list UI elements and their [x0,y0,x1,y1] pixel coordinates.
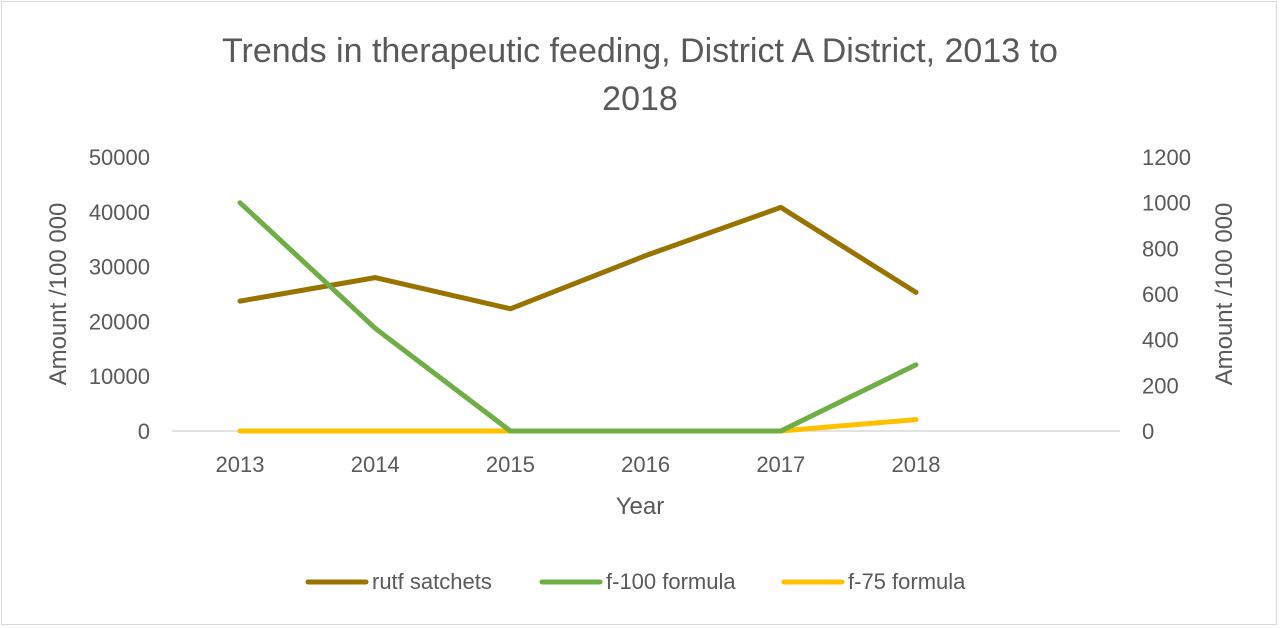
left-tick-label: 0 [138,419,150,444]
right-tick-label: 800 [1142,236,1179,261]
legend-label: f-100 formula [606,569,736,594]
x-tick-label: 2014 [351,452,400,477]
legend: rutf satchets f-100 formula f-75 formula [305,569,966,594]
right-tick-label: 400 [1142,328,1179,353]
x-tick-label: 2013 [216,452,265,477]
left-tick-label: 30000 [89,255,150,280]
x-axis-title: Year [616,493,665,520]
left-axis-ticks: 50000 40000 30000 20000 10000 0 [89,145,150,444]
legend-label: f-75 formula [848,569,966,594]
left-tick-label: 20000 [89,309,150,334]
series-line-f-100-formula [237,200,919,434]
right-tick-label: 1000 [1142,191,1191,216]
x-tick-label: 2018 [892,452,941,477]
x-tick-label: 2015 [486,452,535,477]
legend-label: rutf satchets [372,569,492,594]
left-tick-label: 10000 [89,364,150,389]
chart-title-line-2: 2018 [602,80,678,118]
x-tick-label: 2017 [756,452,805,477]
left-tick-label: 50000 [89,145,150,170]
right-tick-label: 200 [1142,373,1179,398]
right-tick-label: 0 [1142,419,1154,444]
right-axis-title: Amount /100 000 [1211,203,1238,386]
right-tick-label: 1200 [1142,145,1191,170]
x-axis-ticks: 2013 2014 2015 2016 2017 2018 [216,452,941,477]
chart-title-line-1: Trends in therapeutic feeding, District … [222,32,1058,70]
left-tick-label: 40000 [89,200,150,225]
x-tick-label: 2016 [621,452,670,477]
left-axis-title: Amount /100 000 [45,203,72,386]
right-axis-ticks: 1200 1000 800 600 400 200 0 [1142,145,1191,444]
right-tick-label: 600 [1142,282,1179,307]
series-line-rutf-satchets [237,204,919,312]
series-lines [237,200,919,434]
